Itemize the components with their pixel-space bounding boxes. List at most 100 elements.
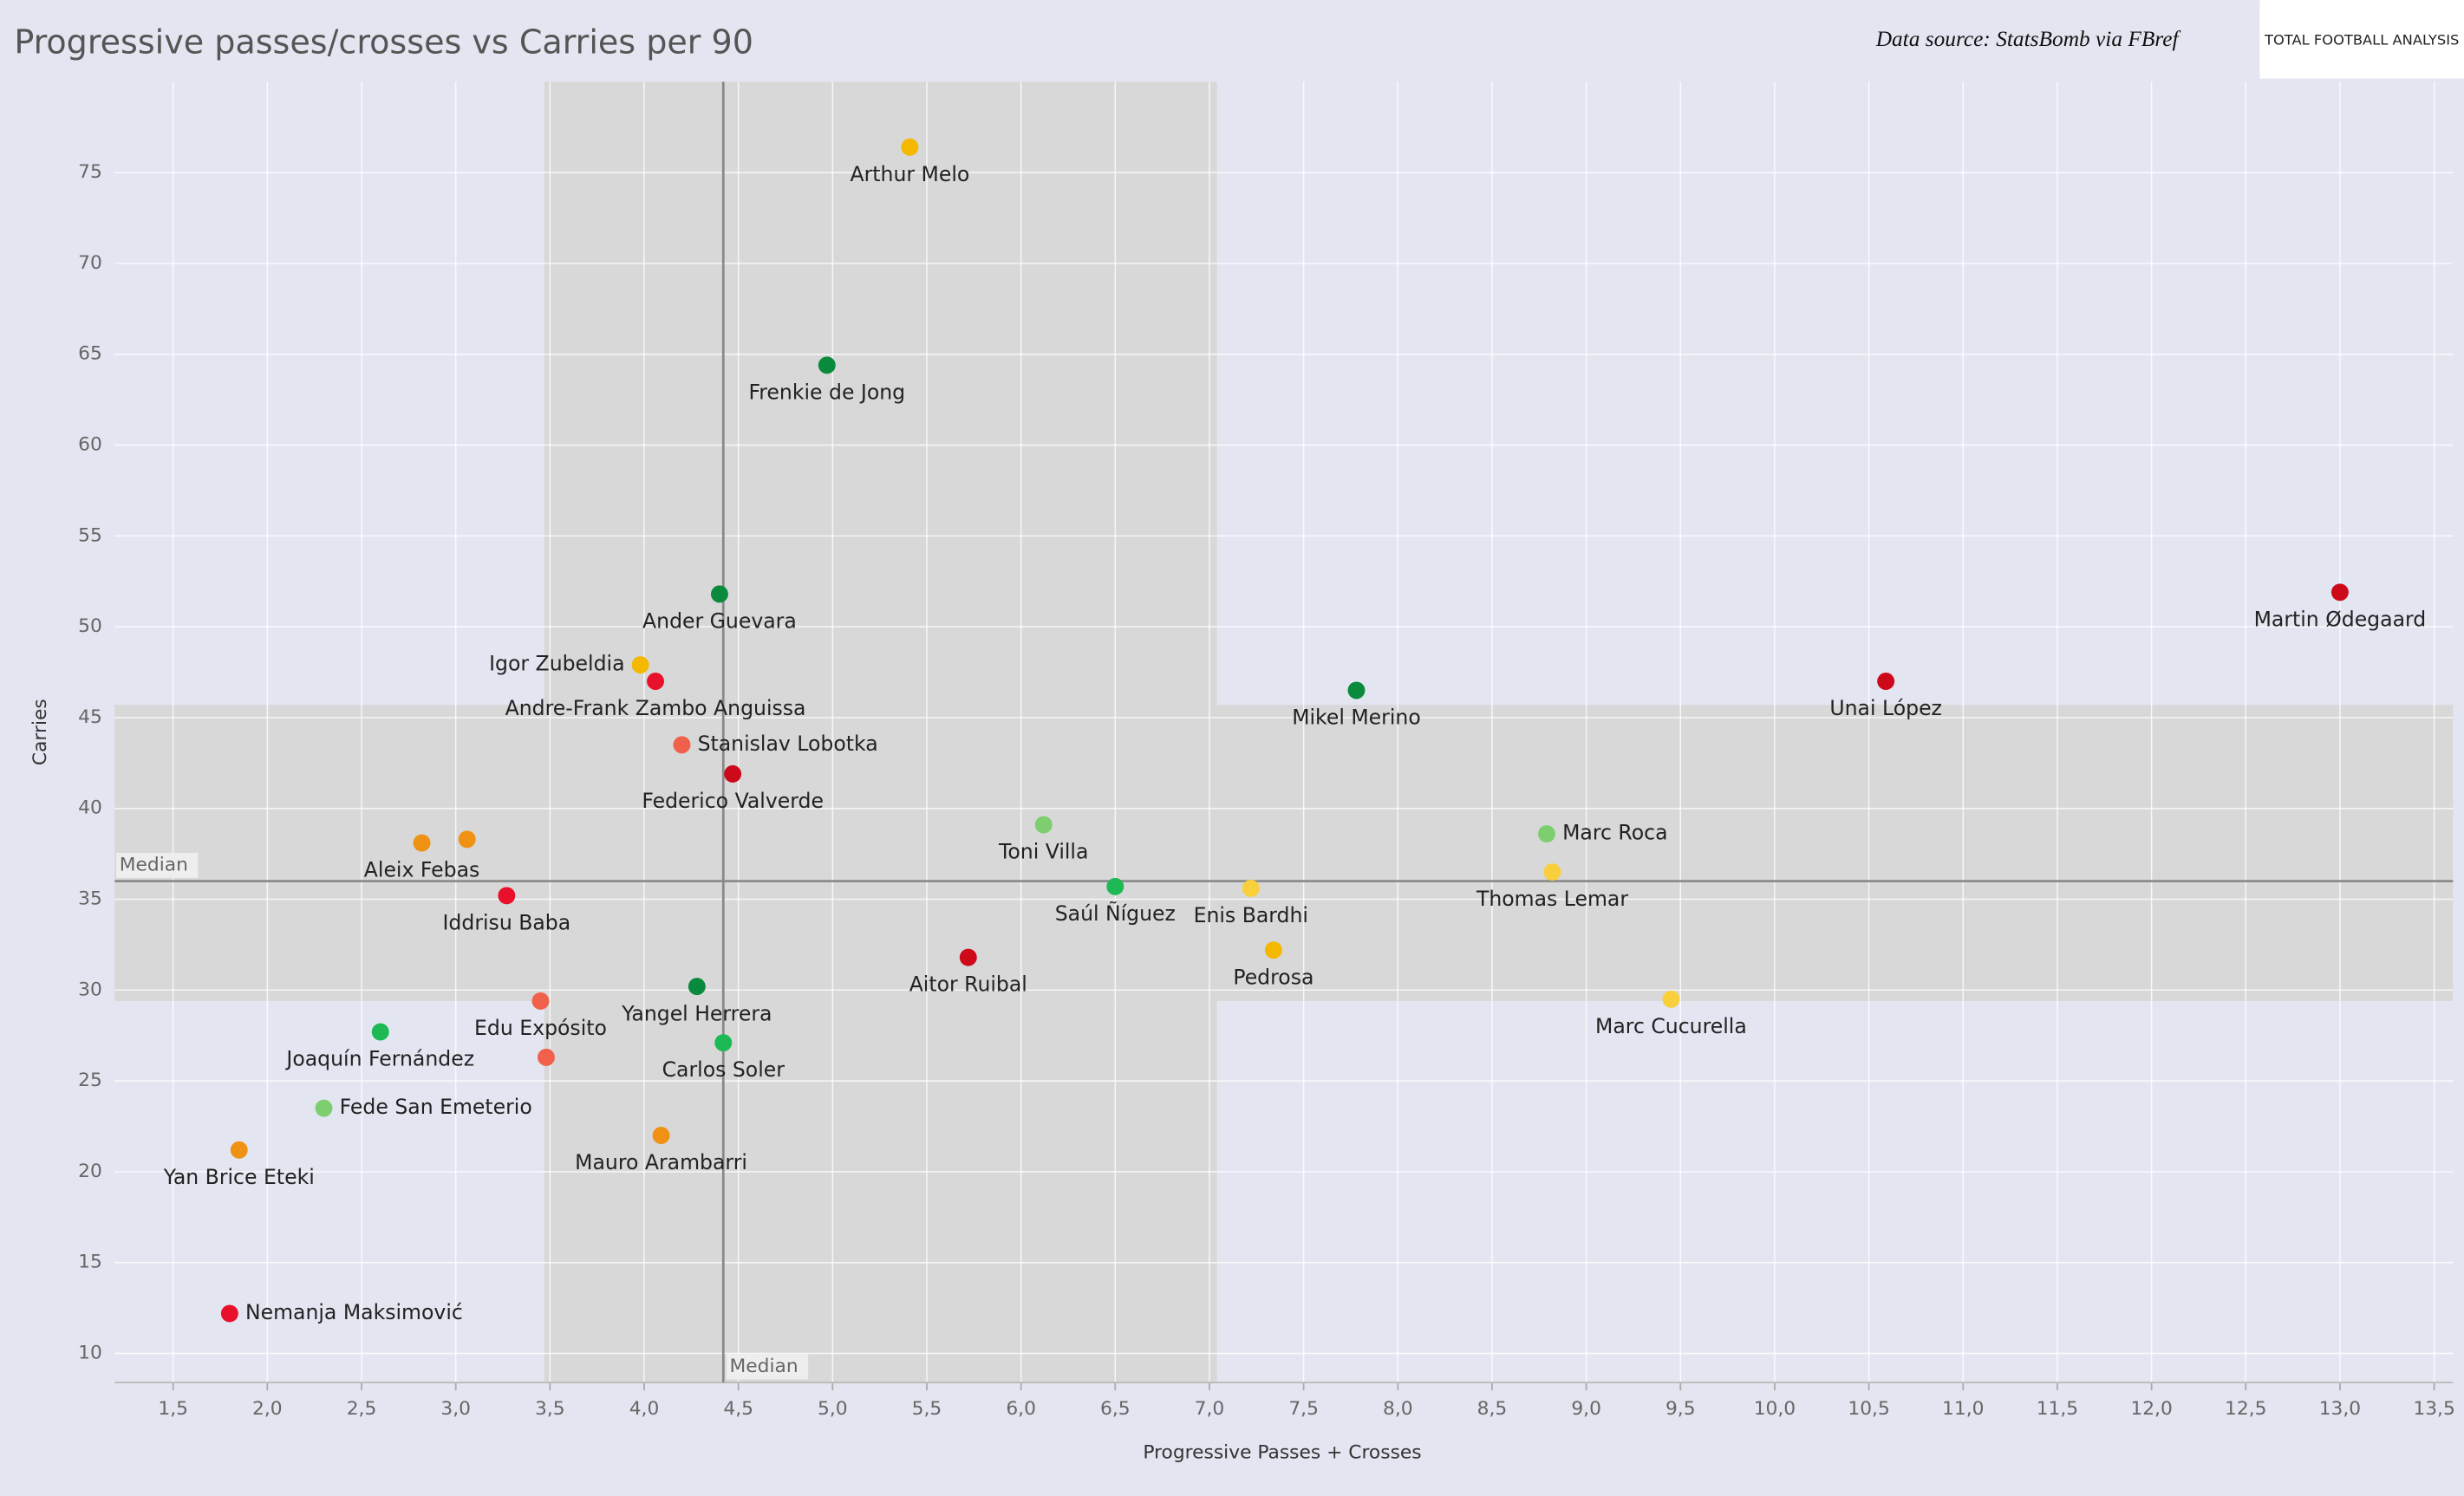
x-tick-label: 3,5 xyxy=(535,1398,565,1420)
x-tick-label: 9,0 xyxy=(1571,1398,1601,1420)
data-source: Data source: StatsBomb via FBref xyxy=(1875,27,2181,51)
x-tick-label: 12,5 xyxy=(2225,1398,2266,1420)
logo: TOTAL FOOTBALL ANALYSIS xyxy=(2264,32,2459,49)
point-label: Frenkie de Jong xyxy=(748,380,905,404)
point xyxy=(1106,877,1124,895)
x-tick-label: 5,5 xyxy=(912,1398,942,1420)
y-tick-label: 70 xyxy=(78,252,102,274)
point xyxy=(901,138,919,156)
x-tick-label: 11,0 xyxy=(1942,1398,1984,1420)
x-tick-label: 7,0 xyxy=(1195,1398,1225,1420)
point-label: Martin Ødegaard xyxy=(2254,607,2427,631)
shade-band-y xyxy=(114,705,2454,1001)
point xyxy=(652,1127,670,1144)
y-tick-label: 15 xyxy=(78,1252,102,1273)
x-tick-label: 2,0 xyxy=(252,1398,283,1420)
point xyxy=(458,830,476,849)
x-tick-label: 13,0 xyxy=(2319,1398,2361,1420)
point xyxy=(371,1023,389,1041)
point xyxy=(220,1304,238,1323)
point xyxy=(315,1099,333,1117)
point-label: Aleix Febas xyxy=(364,858,480,882)
point-label: Joaquín Fernández xyxy=(284,1047,474,1071)
point-label: Fede San Emeterio xyxy=(340,1095,532,1119)
x-tick-label: 3,0 xyxy=(440,1398,471,1420)
point xyxy=(413,834,431,852)
point-label: Saúl Ñíguez xyxy=(1055,901,1176,926)
x-tick-label: 5,0 xyxy=(818,1398,848,1420)
x-tick-label: 8,0 xyxy=(1383,1398,1413,1420)
y-tick-label: 75 xyxy=(78,161,102,183)
x-tick-label: 11,5 xyxy=(2037,1398,2078,1420)
point xyxy=(647,673,665,690)
x-tick-label: 4,0 xyxy=(629,1398,660,1420)
point-label: Federico Valverde xyxy=(642,789,824,813)
point xyxy=(631,656,649,674)
point-label: Arthur Melo xyxy=(851,162,970,186)
point-label: Andre-Frank Zambo Anguissa xyxy=(505,696,806,720)
point xyxy=(710,585,728,603)
point-label: Marc Cucurella xyxy=(1595,1014,1747,1038)
point-label: Mauro Arambarri xyxy=(575,1150,747,1174)
x-tick-label: 6,0 xyxy=(1006,1398,1036,1420)
point-label: Yan Brice Eteki xyxy=(163,1165,315,1189)
point-label: Marc Roca xyxy=(1562,821,1667,845)
y-tick-label: 55 xyxy=(78,524,102,546)
point-label: Nemanja Maksimović xyxy=(245,1300,463,1324)
y-tick-label: 20 xyxy=(78,1161,102,1182)
point-label: Iddrisu Baba xyxy=(442,910,570,934)
point xyxy=(230,1141,248,1159)
point-label: Mikel Merino xyxy=(1292,706,1421,730)
point xyxy=(531,992,550,1010)
x-tick-label: 9,5 xyxy=(1665,1398,1696,1420)
point-label: Edu Expósito xyxy=(474,1016,607,1040)
y-tick-label: 45 xyxy=(78,706,102,728)
y-tick-label: 35 xyxy=(78,888,102,910)
x-tick-label: 1,5 xyxy=(158,1398,188,1420)
x-tick-label: 6,5 xyxy=(1100,1398,1131,1420)
point xyxy=(818,356,836,374)
point xyxy=(1538,825,1555,843)
point-label: Thomas Lemar xyxy=(1476,887,1628,911)
median-label-bg xyxy=(726,1354,809,1380)
y-tick-label: 40 xyxy=(78,797,102,819)
point xyxy=(1242,879,1260,897)
point xyxy=(688,978,706,996)
logo-box xyxy=(2259,0,2464,79)
y-tick-label: 25 xyxy=(78,1070,102,1091)
point xyxy=(673,736,691,754)
point-label: Stanislav Lobotka xyxy=(698,732,878,756)
point xyxy=(498,887,516,905)
x-tick-label: 10,5 xyxy=(1848,1398,1889,1420)
median-label: Median xyxy=(120,854,188,875)
x-tick-label: 10,0 xyxy=(1754,1398,1796,1420)
point xyxy=(1662,990,1680,1008)
point xyxy=(1264,941,1282,959)
point xyxy=(1877,673,1895,690)
y-tick-label: 60 xyxy=(78,434,102,456)
median-label: Median xyxy=(730,1356,799,1377)
point xyxy=(724,764,742,783)
y-axis-title: Carries xyxy=(29,699,51,765)
point-label: Toni Villa xyxy=(998,840,1088,864)
point xyxy=(714,1034,733,1052)
point xyxy=(959,948,977,966)
point xyxy=(2330,583,2349,602)
point-label: Yangel Herrera xyxy=(621,1001,772,1025)
y-tick-label: 50 xyxy=(78,615,102,637)
median-label-bg xyxy=(116,852,199,878)
point-label: Enis Bardhi xyxy=(1194,903,1308,927)
point-label: Aitor Ruibal xyxy=(909,972,1027,997)
x-tick-label: 12,0 xyxy=(2130,1398,2172,1420)
point xyxy=(1543,863,1561,881)
point xyxy=(538,1048,555,1066)
x-tick-label: 2,5 xyxy=(347,1398,377,1420)
x-axis-title: Progressive Passes + Crosses xyxy=(1143,1442,1421,1464)
x-tick-label: 8,5 xyxy=(1477,1398,1508,1420)
point-label: Unai López xyxy=(1829,696,1942,720)
y-tick-label: 30 xyxy=(78,979,102,1000)
chart-title: Progressive passes/crosses vs Carries pe… xyxy=(14,23,753,61)
point-label: Igor Zubeldia xyxy=(489,652,624,676)
